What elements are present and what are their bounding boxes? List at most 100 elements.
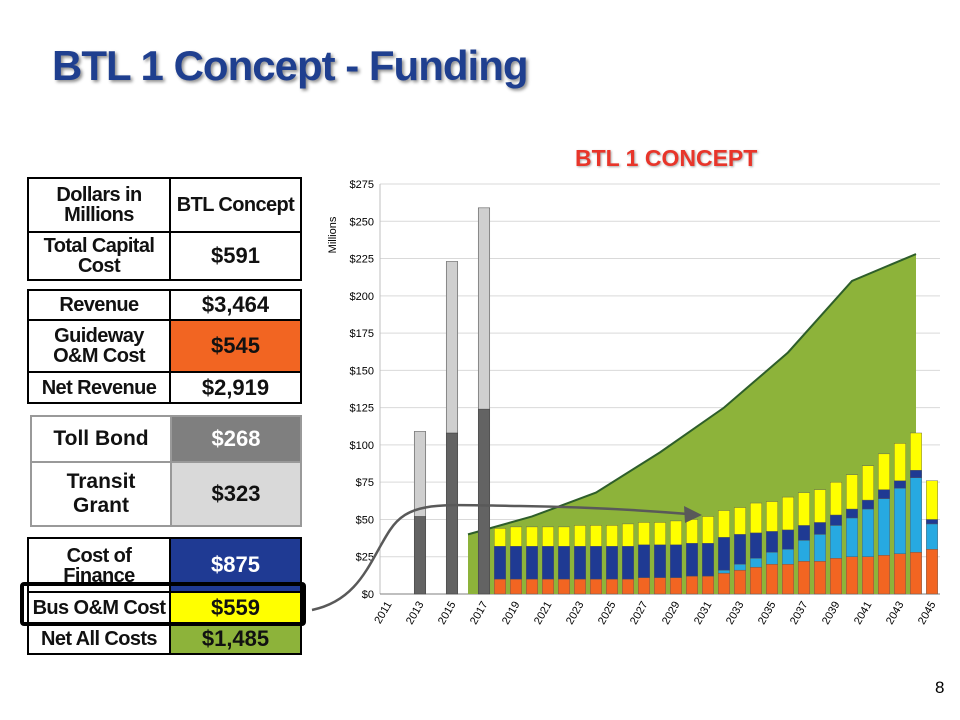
- bar-guideway-o-m-cost: [542, 578, 554, 595]
- bar-cost-of-finance: [654, 544, 666, 578]
- bar-guideway-o-m-cost: [558, 578, 570, 595]
- bar-bus-o-m-cost: [782, 496, 794, 531]
- toll-bond-label: Toll Bond: [30, 415, 172, 463]
- bar-cost-of-finance: [926, 519, 938, 525]
- bar-teal: [846, 517, 858, 557]
- revenue-label: Revenue: [27, 289, 171, 321]
- bar-bus-o-m-cost: [510, 526, 522, 547]
- x-tick-label: 2041: [852, 600, 875, 627]
- bar-bus-o-m-cost: [638, 522, 650, 545]
- revenue-label-text: Revenue: [59, 294, 139, 316]
- x-tick-label: 2037: [788, 600, 811, 627]
- chart-title: BTL 1 CONCEPT: [575, 145, 758, 171]
- x-tick-label: 2035: [756, 600, 779, 627]
- bar-teal: [814, 534, 826, 562]
- bar-guideway-o-m-cost: [926, 549, 938, 595]
- bars-layer: [413, 207, 938, 595]
- bar-bus-o-m-cost: [542, 526, 554, 547]
- bar-bus-o-m-cost: [766, 501, 778, 532]
- net-revenue-value-text: $2,919: [201, 374, 270, 400]
- x-tick-label: 2023: [564, 600, 587, 627]
- bar-cost-of-finance: [782, 529, 794, 550]
- bar-guideway-o-m-cost: [830, 558, 842, 595]
- capital-row-label: Total Capital Cost: [27, 231, 171, 281]
- bar-bus-o-m-cost: [558, 526, 570, 547]
- bar-transit-grant: [445, 261, 459, 434]
- bar-guideway-o-m-cost: [910, 552, 922, 595]
- y-tick-label: $0: [362, 589, 374, 601]
- bar-guideway-o-m-cost: [718, 572, 730, 595]
- capital-header-right-text: BTL Concept: [176, 194, 295, 216]
- bar-guideway-o-m-cost: [574, 578, 586, 595]
- bar-toll-bond: [445, 432, 459, 595]
- bar-bus-o-m-cost: [702, 516, 714, 544]
- bar-guideway-o-m-cost: [798, 561, 810, 595]
- capital-header-left-text: Dollars in Millions: [56, 184, 142, 226]
- y-axis-label: Millions: [327, 216, 339, 253]
- x-tick-label: 2021: [532, 600, 555, 627]
- transit-grant-value-text: $323: [211, 481, 261, 506]
- bar-bus-o-m-cost: [830, 481, 842, 516]
- net-revenue-label: Net Revenue: [27, 371, 171, 404]
- x-tick-label: 2017: [468, 600, 491, 627]
- bar-bus-o-m-cost: [686, 519, 698, 544]
- y-tick-label: $225: [350, 254, 374, 266]
- slide-title: BTL 1 Concept - Funding: [52, 42, 529, 89]
- bar-bus-o-m-cost: [718, 510, 730, 538]
- bar-guideway-o-m-cost: [670, 577, 682, 595]
- y-tick-label: $75: [356, 477, 374, 489]
- bar-cost-of-finance: [686, 543, 698, 577]
- x-tick-label: 2029: [660, 600, 683, 627]
- bar-guideway-o-m-cost: [510, 578, 522, 595]
- bar-cost-of-finance: [734, 534, 746, 565]
- bar-teal: [910, 477, 922, 553]
- net-revenue-label-text: Net Revenue: [41, 376, 157, 399]
- bar-transit-grant: [477, 207, 491, 410]
- bar-guideway-o-m-cost: [526, 578, 538, 595]
- bar-teal: [798, 540, 810, 562]
- bar-cost-of-finance: [766, 531, 778, 553]
- bar-guideway-o-m-cost: [782, 563, 794, 595]
- y-tick-label: $150: [350, 365, 374, 377]
- net-all-costs-label-text: Net All Costs: [41, 628, 158, 650]
- bar-cost-of-finance: [862, 499, 874, 510]
- bar-bus-o-m-cost: [878, 453, 890, 490]
- bar-bus-o-m-cost: [734, 507, 746, 535]
- bar-cost-of-finance: [638, 544, 650, 578]
- bar-guideway-o-m-cost: [734, 569, 746, 595]
- funding-table: Toll Bond $268 Transit Grant $323: [30, 415, 302, 527]
- bar-bus-o-m-cost: [494, 528, 506, 547]
- x-tick-label: 2015: [436, 600, 459, 627]
- bar-guideway-o-m-cost: [862, 556, 874, 595]
- bar-bus-o-m-cost: [798, 492, 810, 526]
- bus-om-value-text: $559: [211, 595, 260, 620]
- x-tick-label: 2027: [628, 600, 651, 627]
- bar-guideway-o-m-cost: [766, 563, 778, 595]
- revenue-value: $3,464: [169, 289, 302, 321]
- bar-transit-grant: [413, 431, 427, 517]
- bar-cost-of-finance: [494, 546, 506, 580]
- toll-bond-label-text: Toll Bond: [53, 427, 149, 450]
- bar-cost-of-finance: [606, 546, 618, 580]
- bar-cost-of-finance: [910, 470, 922, 478]
- y-tick-label: $25: [356, 552, 374, 564]
- bar-guideway-o-m-cost: [686, 575, 698, 595]
- x-tick-label: 2045: [916, 600, 939, 627]
- transit-grant-label: Transit Grant: [30, 461, 172, 527]
- bar-bus-o-m-cost: [574, 525, 586, 547]
- bar-cost-of-finance: [574, 546, 586, 580]
- bus-om-value: $559: [169, 591, 302, 625]
- bar-teal: [862, 508, 874, 557]
- toll-bond-value-text: $268: [211, 426, 261, 451]
- capital-header-right: BTL Concept: [169, 177, 302, 233]
- bar-teal: [782, 549, 794, 565]
- bar-guideway-o-m-cost: [494, 578, 506, 595]
- y-tick-label: $125: [350, 403, 374, 415]
- y-tick-label: $200: [350, 291, 374, 303]
- revenue-line: [467, 253, 917, 536]
- y-tick-label: $175: [350, 328, 374, 340]
- x-tick-label: 2019: [500, 600, 523, 627]
- bar-bus-o-m-cost: [894, 443, 906, 481]
- bar-bus-o-m-cost: [910, 432, 922, 471]
- bar-guideway-o-m-cost: [590, 578, 602, 595]
